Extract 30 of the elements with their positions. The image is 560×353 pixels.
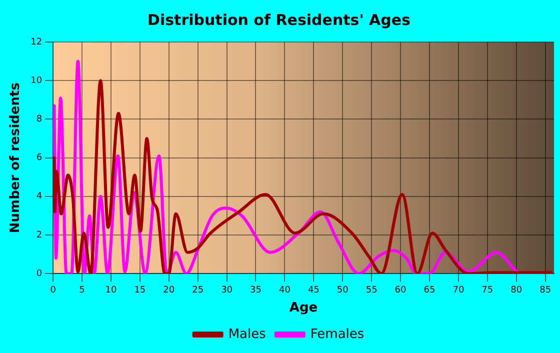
x-tick-label: 40 [278,285,291,296]
chart-title: Distribution of Residents' Ages [148,10,411,29]
legend-label: Females [310,326,364,342]
y-axis-title: Number of residents [8,82,24,234]
x-tick-label: 65 [424,285,436,296]
x-axis-title: Age [289,300,318,316]
x-tick-label: 25 [192,285,204,296]
x-tick-label: 75 [482,285,494,296]
x-tick-label: 0 [50,285,56,296]
x-tick-label: 10 [105,285,117,296]
y-tick-label: 10 [30,76,42,86]
x-tick-label: 15 [134,285,146,296]
y-tick-label: 4 [36,192,42,202]
x-tick-label: 20 [163,285,175,296]
legend-label: Males [228,326,266,342]
x-tick-label: 85 [540,285,552,296]
x-tick-label: 30 [221,285,233,296]
x-tick-label: 70 [452,285,464,296]
x-tick-label: 60 [394,285,407,296]
y-tick-label: 2 [36,230,42,240]
x-tick-label: 35 [250,285,262,296]
x-tick-label: 5 [79,285,85,296]
x-tick-label: 50 [336,285,349,296]
x-tick-label: 80 [510,285,522,296]
x-tick-label: 45 [308,285,320,296]
y-tick-label: 8 [36,114,42,125]
x-tick-label: 55 [366,285,378,296]
y-tick-label: 0 [36,268,42,279]
y-tick-label: 6 [36,153,42,164]
y-tick-label: 12 [30,37,42,48]
